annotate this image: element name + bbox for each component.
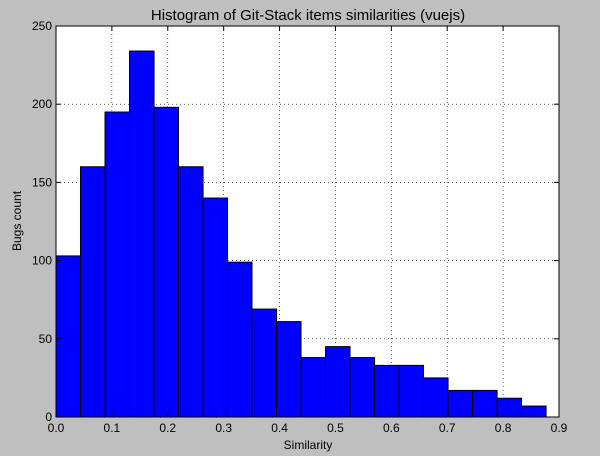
x-tick-label-3: 0.3 <box>215 421 232 435</box>
x-tick-label-5: 0.5 <box>327 421 344 435</box>
histogram-bar-4 <box>153 106 180 418</box>
chart-title: Histogram of Git-Stack items similaritie… <box>151 7 465 24</box>
histogram-bars <box>55 50 547 418</box>
histogram-bar-19 <box>521 405 547 418</box>
histogram-bar-14 <box>398 364 425 418</box>
histogram-bar-18 <box>496 397 523 418</box>
y-tick-label-2: 100 <box>32 254 52 268</box>
histogram-bar-7 <box>227 261 253 418</box>
histogram-bar-1 <box>79 166 106 418</box>
x-tick-label-8: 0.8 <box>495 421 512 435</box>
axis-ticks: 0.0 0.1 0.2 0.3 0.4 0.5 0.6 0.7 0.8 0.9 0 50 100 150 2… <box>32 19 568 435</box>
x-tick-label-2: 0.2 <box>159 421 176 435</box>
histogram-bar-2 <box>104 111 130 418</box>
x-tick-label-9: 0.9 <box>551 421 568 435</box>
histogram-bar-10 <box>300 357 327 418</box>
histogram-bar-12 <box>349 357 376 418</box>
x-tick-label-6: 0.6 <box>383 421 400 435</box>
y-tick-label-0: 0 <box>45 410 52 424</box>
y-axis-label: Bugs count <box>10 190 24 251</box>
histogram-bar-17 <box>472 389 498 418</box>
y-tick-label-5: 250 <box>32 19 52 33</box>
x-tick-label-0: 0.0 <box>48 421 65 435</box>
histogram-bar-9 <box>276 321 302 418</box>
x-tick-label-4: 0.4 <box>271 421 288 435</box>
histogram-bar-8 <box>251 308 278 418</box>
x-tick-label-7: 0.7 <box>439 421 456 435</box>
y-tick-label-1: 50 <box>39 332 53 346</box>
histogram-bar-13 <box>374 364 400 418</box>
histogram-bar-6 <box>202 197 229 418</box>
plot-frame <box>55 25 560 418</box>
histogram-bar-16 <box>447 389 474 418</box>
histogram-bar-3 <box>128 50 155 418</box>
x-tick-label-1: 0.1 <box>104 421 121 435</box>
histogram-bar-5 <box>178 166 204 418</box>
histogram-bar-11 <box>325 346 351 418</box>
y-tick-label-4: 200 <box>32 97 52 111</box>
histogram-bar-0 <box>55 255 81 418</box>
x-axis-label: Similarity <box>284 438 333 452</box>
y-tick-label-3: 150 <box>32 175 52 189</box>
histogram-bar-15 <box>423 377 449 418</box>
